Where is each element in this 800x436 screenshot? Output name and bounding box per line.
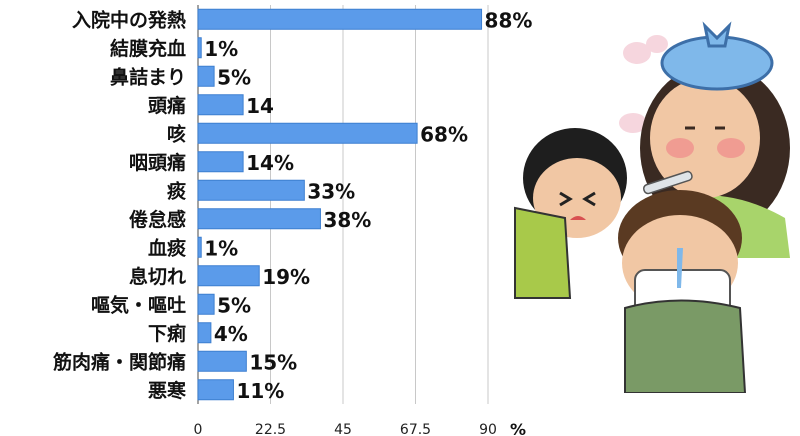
value-label: 68% (420, 122, 468, 146)
x-tick-label: 45 (334, 422, 352, 436)
value-label: 5% (217, 65, 251, 89)
value-labels: 88% 1% 5% 14 68% 14% 33% 38% 1% 19% 5% 4%15% 11% (204, 8, 532, 403)
bar (197, 265, 260, 287)
category-label: 嘔気・嘔吐 (91, 293, 186, 316)
category-label: 鼻詰まり (110, 65, 186, 88)
x-tick-label: 90 (479, 422, 497, 436)
category-label: 息切れ (129, 265, 186, 288)
bar (197, 293, 215, 315)
value-label: 88% (485, 8, 533, 32)
value-label: 14% (246, 151, 294, 175)
bars (197, 8, 483, 401)
category-label: 咽頭痛 (129, 151, 186, 174)
category-label: 倦怠感 (129, 208, 186, 231)
category-label: 筋肉痛・関節痛 (53, 350, 186, 373)
bar (197, 208, 321, 230)
category-label: 血痰 (148, 236, 187, 259)
x-unit-label: % (510, 420, 526, 436)
bar (197, 236, 202, 258)
category-label: 下痢 (148, 322, 186, 345)
category-label: 咳 (167, 122, 186, 145)
bar (197, 122, 418, 144)
x-tick-label: 22.5 (255, 422, 286, 436)
value-label: 14 (246, 94, 274, 118)
value-label: 38% (323, 208, 371, 232)
category-label: 痰 (167, 179, 187, 202)
value-label: 4% (214, 322, 248, 346)
value-label: 15% (249, 350, 297, 374)
category-label: 入院中の発熱 (72, 8, 186, 31)
value-label: 1% (204, 236, 238, 260)
category-label: 悪寒 (148, 379, 186, 402)
value-label: 1% (204, 37, 238, 61)
x-tick-labels: 0 22.5 45 67.5 90 (194, 422, 497, 436)
x-tick-label: 67.5 (400, 422, 431, 436)
bar (197, 151, 244, 173)
bar (197, 379, 234, 401)
bar (197, 8, 483, 30)
bar (197, 94, 244, 116)
bar (197, 350, 247, 372)
category-label: 結膜充血 (110, 37, 186, 60)
sick-family-icon (514, 21, 790, 393)
category-labels: 入院中の発熱結膜充血鼻詰まり頭痛咳咽頭痛痰倦怠感血痰息切れ嘔気・嘔吐下痢筋肉痛・… (53, 8, 187, 402)
x-tick-label: 0 (194, 422, 203, 436)
value-label: 5% (217, 293, 251, 317)
category-label: 頭痛 (148, 94, 186, 117)
bar (197, 65, 215, 87)
value-label: 33% (307, 179, 355, 203)
value-label: 11% (236, 379, 284, 403)
value-label: 19% (262, 265, 310, 289)
bar (197, 179, 305, 201)
bar (197, 322, 212, 344)
bar (197, 37, 202, 59)
